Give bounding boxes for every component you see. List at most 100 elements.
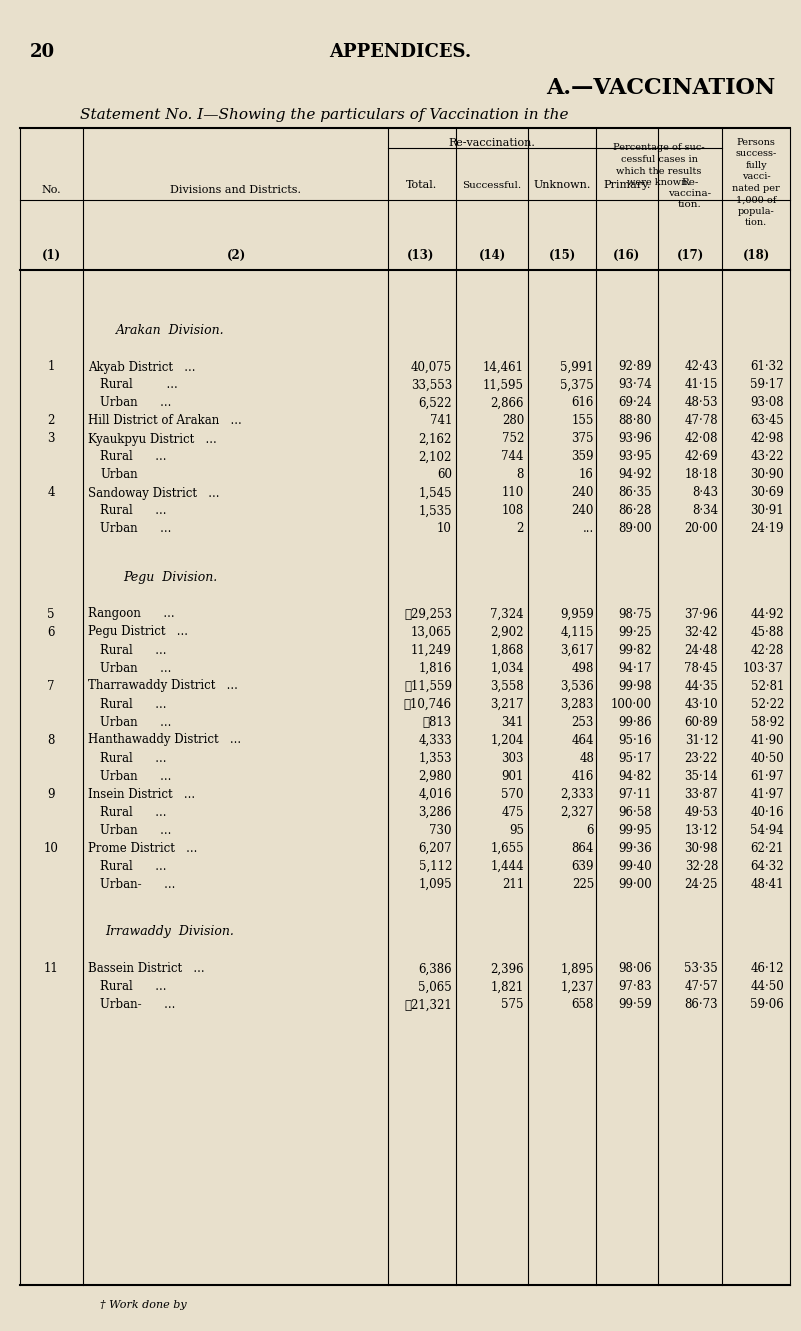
Text: Urban-      ...: Urban- ... [100, 998, 175, 1012]
Text: 92·89: 92·89 [618, 361, 652, 374]
Text: ...: ... [583, 523, 594, 535]
Text: 1,535: 1,535 [418, 504, 452, 518]
Text: 13·12: 13·12 [685, 824, 718, 836]
Text: Bassein District   ...: Bassein District ... [88, 962, 204, 976]
Text: Urban      ...: Urban ... [100, 716, 171, 728]
Text: 42·98: 42·98 [751, 433, 784, 446]
Text: 94·17: 94·17 [618, 662, 652, 675]
Text: 99·59: 99·59 [618, 998, 652, 1012]
Text: 98·06: 98·06 [618, 962, 652, 976]
Text: 61·97: 61·97 [751, 769, 784, 783]
Text: 3,558: 3,558 [490, 680, 524, 692]
Text: 11,595: 11,595 [483, 378, 524, 391]
Text: 95·16: 95·16 [618, 733, 652, 747]
Text: 89·00: 89·00 [618, 523, 652, 535]
Text: 240: 240 [572, 504, 594, 518]
Text: (18): (18) [743, 249, 770, 261]
Text: 86·28: 86·28 [618, 504, 652, 518]
Text: 86·73: 86·73 [684, 998, 718, 1012]
Text: 9: 9 [47, 788, 54, 800]
Text: (1): (1) [42, 249, 61, 261]
Text: Rural      ...: Rural ... [100, 805, 167, 819]
Text: 359: 359 [571, 450, 594, 463]
Text: 45·88: 45·88 [751, 626, 784, 639]
Text: 575: 575 [501, 998, 524, 1012]
Text: 24·48: 24·48 [685, 643, 718, 656]
Text: 6: 6 [47, 626, 54, 639]
Text: 44·35: 44·35 [684, 680, 718, 692]
Text: 280: 280 [501, 414, 524, 427]
Text: 40·50: 40·50 [751, 752, 784, 764]
Text: 570: 570 [501, 788, 524, 800]
Text: 42·69: 42·69 [684, 450, 718, 463]
Text: Rural         ...: Rural ... [100, 378, 178, 391]
Text: Urban      ...: Urban ... [100, 824, 171, 836]
Text: 110: 110 [501, 487, 524, 499]
Text: 8·43: 8·43 [692, 487, 718, 499]
Text: 1,868: 1,868 [491, 643, 524, 656]
Text: 4: 4 [47, 487, 54, 499]
Text: 741: 741 [429, 414, 452, 427]
Text: No.: No. [41, 185, 61, 196]
Text: 49·53: 49·53 [684, 805, 718, 819]
Text: 61·32: 61·32 [751, 361, 784, 374]
Text: 3: 3 [47, 433, 54, 446]
Text: 11,559: 11,559 [404, 680, 452, 692]
Text: 97·83: 97·83 [618, 981, 652, 993]
Text: 2,102: 2,102 [419, 450, 452, 463]
Text: 43·22: 43·22 [751, 450, 784, 463]
Text: 225: 225 [572, 877, 594, 890]
Text: Arakan  Division.: Arakan Division. [115, 323, 224, 337]
Text: 54·94: 54·94 [751, 824, 784, 836]
Text: 24·25: 24·25 [685, 877, 718, 890]
Text: 1,095: 1,095 [418, 877, 452, 890]
Text: 99·95: 99·95 [618, 824, 652, 836]
Text: 42·08: 42·08 [685, 433, 718, 446]
Text: 6,207: 6,207 [418, 841, 452, 855]
Text: 99·86: 99·86 [618, 716, 652, 728]
Text: 253: 253 [572, 716, 594, 728]
Text: 11: 11 [43, 962, 58, 976]
Text: 47·57: 47·57 [684, 981, 718, 993]
Text: 32·42: 32·42 [685, 626, 718, 639]
Text: 60: 60 [437, 469, 452, 482]
Text: 16: 16 [579, 469, 594, 482]
Text: Rural      ...: Rural ... [100, 860, 167, 873]
Text: Urban      ...: Urban ... [100, 397, 171, 410]
Text: 30·69: 30·69 [751, 487, 784, 499]
Text: 3,536: 3,536 [560, 680, 594, 692]
Text: 211: 211 [502, 877, 524, 890]
Text: Urban-      ...: Urban- ... [100, 877, 175, 890]
Text: 33·87: 33·87 [684, 788, 718, 800]
Text: 41·90: 41·90 [751, 733, 784, 747]
Text: Divisions and Districts.: Divisions and Districts. [171, 185, 301, 196]
Text: 375: 375 [571, 433, 594, 446]
Text: Irrawaddy  Division.: Irrawaddy Division. [106, 925, 235, 938]
Text: 78·45: 78·45 [684, 662, 718, 675]
Text: 93·95: 93·95 [618, 450, 652, 463]
Text: Urban: Urban [100, 469, 138, 482]
Text: Hanthawaddy District   ...: Hanthawaddy District ... [88, 733, 241, 747]
Text: 59·06: 59·06 [751, 998, 784, 1012]
Text: Re-vaccination.: Re-vaccination. [449, 138, 535, 148]
Text: 94·92: 94·92 [618, 469, 652, 482]
Text: Sandoway District   ...: Sandoway District ... [88, 487, 219, 499]
Text: 32·28: 32·28 [685, 860, 718, 873]
Text: 64·32: 64·32 [751, 860, 784, 873]
Text: 6,522: 6,522 [418, 397, 452, 410]
Text: 3,283: 3,283 [561, 697, 594, 711]
Text: 52·81: 52·81 [751, 680, 784, 692]
Text: 98·75: 98·75 [618, 607, 652, 620]
Text: Tharrawaddy District   ...: Tharrawaddy District ... [88, 680, 238, 692]
Text: Rural      ...: Rural ... [100, 752, 167, 764]
Text: 44·50: 44·50 [751, 981, 784, 993]
Text: 1,816: 1,816 [419, 662, 452, 675]
Text: 48·53: 48·53 [684, 397, 718, 410]
Text: 240: 240 [572, 487, 594, 499]
Text: 1,444: 1,444 [490, 860, 524, 873]
Text: 1,204: 1,204 [490, 733, 524, 747]
Text: 8: 8 [517, 469, 524, 482]
Text: 13,065: 13,065 [411, 626, 452, 639]
Text: 464: 464 [571, 733, 594, 747]
Text: Prome District   ...: Prome District ... [88, 841, 197, 855]
